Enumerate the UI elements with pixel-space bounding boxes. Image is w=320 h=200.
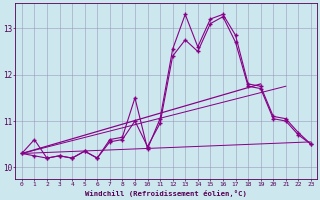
X-axis label: Windchill (Refroidissement éolien,°C): Windchill (Refroidissement éolien,°C)	[85, 190, 247, 197]
